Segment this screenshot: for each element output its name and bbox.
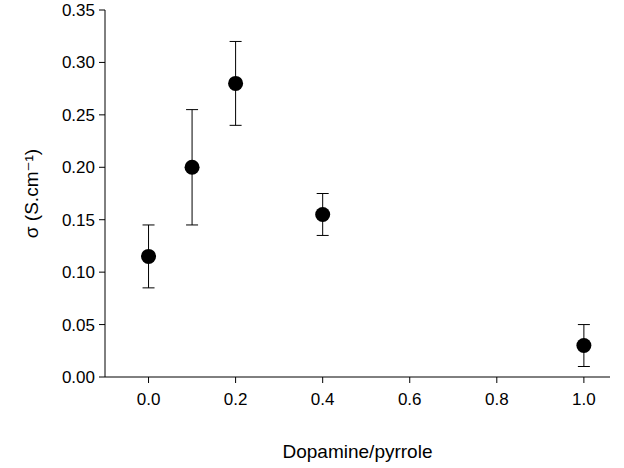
error-cap xyxy=(143,224,155,225)
x-tick xyxy=(235,377,236,383)
error-cap xyxy=(578,324,590,325)
y-tick xyxy=(99,62,105,63)
point xyxy=(185,160,200,175)
x-tick xyxy=(322,377,323,383)
y-tick xyxy=(99,114,105,115)
x-tick-label: 0.2 xyxy=(224,390,248,409)
error-cap xyxy=(143,287,155,288)
y-tick-label: 0.25 xyxy=(62,106,95,125)
error-cap xyxy=(186,224,198,225)
x-tick xyxy=(148,377,149,383)
x-tick xyxy=(409,377,410,383)
x-tick xyxy=(496,377,497,383)
y-tick xyxy=(99,10,105,11)
error-cap xyxy=(230,41,242,42)
y-tick xyxy=(99,377,105,378)
y-tick-label: 0.10 xyxy=(62,263,95,282)
y-tick-label: 0.15 xyxy=(62,211,95,230)
y-tick-label: 0.05 xyxy=(62,316,95,335)
x-axis-label: Dopamine/pyrrole xyxy=(283,441,433,462)
x-tick-label: 0.6 xyxy=(398,390,422,409)
x-tick-label: 0.4 xyxy=(311,390,335,409)
y-tick xyxy=(99,272,105,273)
x-tick xyxy=(583,377,584,383)
y-tick-label: 0.35 xyxy=(62,1,95,20)
error-cap xyxy=(230,125,242,126)
x-tick-label: 1.0 xyxy=(572,390,596,409)
plot-area xyxy=(141,41,591,366)
y-tick-label: 0.20 xyxy=(62,158,95,177)
x-tick-label: 0.0 xyxy=(137,390,161,409)
chart: 0.00 0.05 0.10 0.15 0.20 0.25 0.30 0.35 0.0 0.2 0.… xyxy=(0,0,624,468)
error-cap xyxy=(186,109,198,110)
y-tick-label: 0.00 xyxy=(62,368,95,387)
y-tick-label: 0.30 xyxy=(62,53,95,72)
point xyxy=(141,249,156,264)
x-tick-label: 0.8 xyxy=(485,390,509,409)
y-tick xyxy=(99,324,105,325)
point xyxy=(228,76,243,91)
y-tick xyxy=(99,167,105,168)
x-axis xyxy=(105,377,610,378)
point xyxy=(576,338,591,353)
y-axis-label: σ (S.cm⁻¹) xyxy=(21,149,42,238)
point xyxy=(315,207,330,222)
error-cap xyxy=(317,235,329,236)
error-cap xyxy=(317,193,329,194)
y-tick xyxy=(99,219,105,220)
error-cap xyxy=(578,366,590,367)
y-axis xyxy=(105,10,106,377)
